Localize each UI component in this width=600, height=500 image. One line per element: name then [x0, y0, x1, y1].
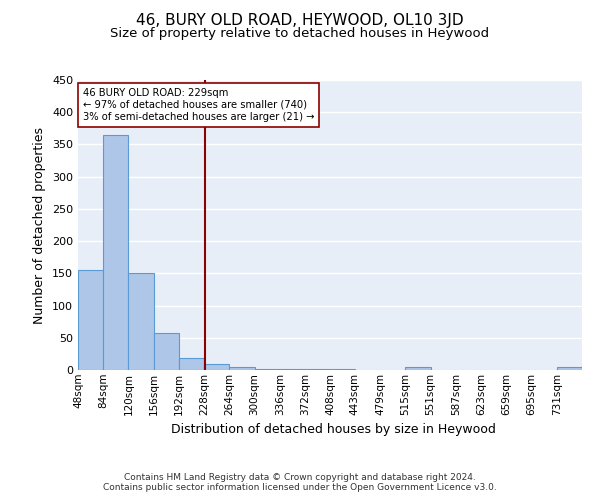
Bar [406, 367, 431, 370]
Text: Size of property relative to detached houses in Heywood: Size of property relative to detached ho… [110, 28, 490, 40]
Bar [305, 368, 331, 370]
Bar [78, 270, 103, 370]
Bar [280, 368, 305, 370]
Bar [103, 135, 128, 370]
Bar [229, 367, 254, 370]
Bar [154, 334, 179, 370]
Bar [204, 364, 229, 370]
Bar [179, 358, 204, 370]
Y-axis label: Number of detached properties: Number of detached properties [34, 126, 46, 324]
Bar [254, 368, 280, 370]
Text: Contains public sector information licensed under the Open Government Licence v3: Contains public sector information licen… [103, 484, 497, 492]
Text: Contains HM Land Registry data © Crown copyright and database right 2024.: Contains HM Land Registry data © Crown c… [124, 472, 476, 482]
Bar [557, 367, 582, 370]
Text: 46 BURY OLD ROAD: 229sqm
← 97% of detached houses are smaller (740)
3% of semi-d: 46 BURY OLD ROAD: 229sqm ← 97% of detach… [83, 88, 314, 122]
Text: Distribution of detached houses by size in Heywood: Distribution of detached houses by size … [170, 422, 496, 436]
Text: 46, BURY OLD ROAD, HEYWOOD, OL10 3JD: 46, BURY OLD ROAD, HEYWOOD, OL10 3JD [136, 12, 464, 28]
Bar [128, 274, 154, 370]
